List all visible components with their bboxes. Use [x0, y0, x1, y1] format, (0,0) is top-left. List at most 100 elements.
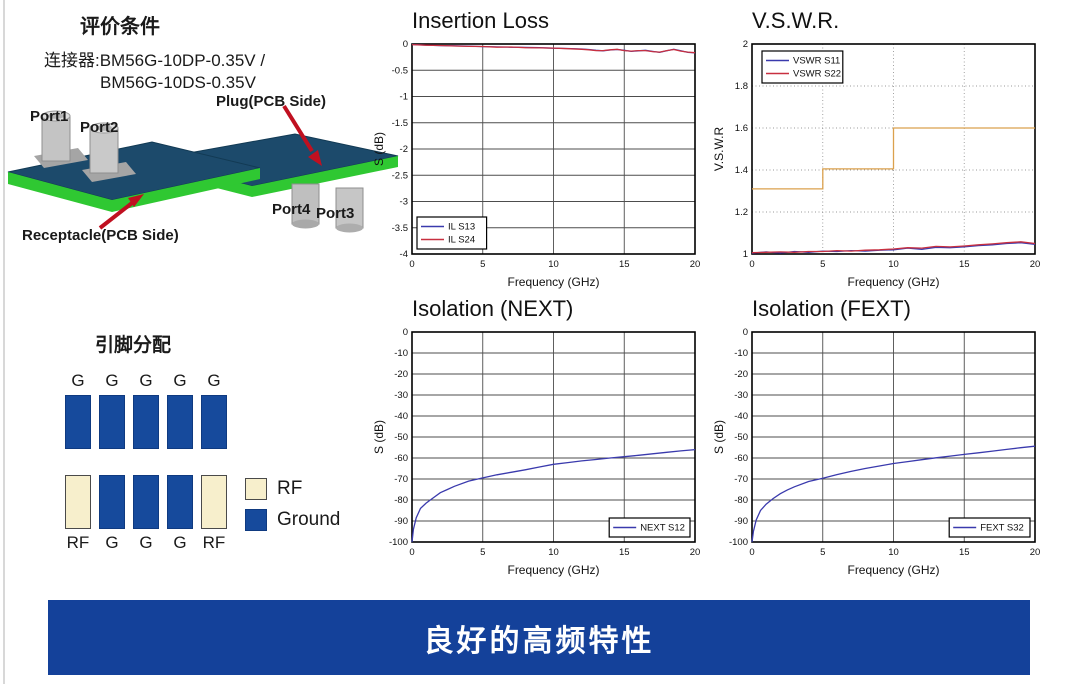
svg-text:0: 0	[409, 547, 414, 558]
pin-assignment-title: 引脚分配	[95, 335, 172, 356]
port4-connector	[291, 183, 320, 225]
svg-text:Frequency (GHz): Frequency (GHz)	[847, 563, 939, 577]
pin-legend-rf: RF	[245, 478, 340, 500]
svg-text:-40: -40	[734, 411, 748, 422]
ground-legend-label: Ground	[277, 509, 341, 530]
svg-text:5: 5	[480, 259, 485, 270]
pin-column: G	[99, 371, 125, 449]
svg-text:-50: -50	[394, 432, 408, 443]
vswr-chart: V.S.W.R. 0 5 10 15 20 1 1.2 1.4 1.6 1.8 2 Frequency…	[712, 8, 1042, 294]
isolation-next-title: Isolation (NEXT)	[412, 296, 574, 321]
pin-column: G	[167, 371, 193, 449]
svg-text:-90: -90	[394, 516, 408, 527]
svg-text:15: 15	[959, 547, 970, 558]
svg-text:10: 10	[888, 547, 899, 558]
port3-connector-bottom	[336, 223, 363, 233]
svg-text:1.8: 1.8	[735, 81, 748, 92]
svg-text:-20: -20	[394, 369, 408, 380]
port1-connector-ring	[48, 113, 64, 119]
pin-label: RF	[202, 533, 226, 552]
connector-model-line2: BM56G-10DS-0.35V	[100, 73, 256, 92]
svg-text:2: 2	[743, 39, 748, 50]
pin-column: G	[133, 371, 159, 449]
isolation-fext-chart: Isolation (FEXT) 0 5 10 15 20 0 -10 -20 -30 -40 -5…	[712, 296, 1042, 582]
pin-rf	[201, 475, 227, 529]
svg-text:15: 15	[959, 259, 970, 270]
svg-text:FEXT S32: FEXT S32	[980, 523, 1024, 534]
pin-g	[133, 395, 159, 449]
svg-text:-70: -70	[394, 474, 408, 485]
svg-text:-40: -40	[394, 411, 408, 422]
svg-text:5: 5	[480, 547, 485, 558]
pin-legend: RF Ground	[245, 478, 340, 540]
svg-text:1.4: 1.4	[735, 165, 748, 176]
svg-text:-2.5: -2.5	[392, 170, 408, 181]
svg-text:15: 15	[619, 259, 630, 270]
svg-text:VSWR S22: VSWR S22	[793, 69, 841, 80]
pin-label: G	[207, 371, 221, 390]
svg-text:V.S.W.R: V.S.W.R	[712, 127, 726, 172]
svg-text:1: 1	[743, 249, 748, 260]
svg-text:-70: -70	[734, 474, 748, 485]
svg-text:Frequency (GHz): Frequency (GHz)	[847, 275, 939, 289]
pin-assignment: 引脚分配 G G G G G RF G G G RF RF Ground	[45, 330, 375, 553]
svg-text:1.6: 1.6	[735, 123, 748, 134]
pin-g	[167, 395, 193, 449]
pin-column: RF	[65, 475, 91, 553]
svg-text:5: 5	[820, 547, 825, 558]
svg-text:-3: -3	[400, 197, 408, 208]
pin-label: G	[105, 533, 119, 552]
plug-label: Plug(PCB Side)	[216, 93, 327, 110]
pin-column: G	[65, 371, 91, 449]
insertion-loss-plot: 0 5 10 15 20 0 -0.5 -1 -1.5 -2 -2.5 -3 -3.5 -4 Frequen…	[372, 39, 700, 289]
vswr-plot: 0 5 10 15 20 1 1.2 1.4 1.6 1.8 2 Frequency (GHz) V.S…	[712, 39, 1041, 289]
svg-text:0: 0	[743, 327, 748, 338]
isolation-next-chart: Isolation (NEXT) 0 5 10 15 20 0 -10 -20 -30 -40 -5…	[372, 296, 702, 582]
svg-text:IL S13: IL S13	[448, 222, 475, 233]
pin-label: G	[139, 371, 153, 390]
svg-text:-1.5: -1.5	[392, 118, 408, 129]
svg-text:NEXT S12: NEXT S12	[640, 523, 685, 534]
pin-column: G	[167, 475, 193, 553]
rf-legend-label: RF	[277, 478, 303, 499]
svg-text:20: 20	[1030, 259, 1041, 270]
svg-text:15: 15	[619, 547, 630, 558]
svg-text:S (dB): S (dB)	[372, 132, 386, 166]
svg-text:10: 10	[548, 547, 559, 558]
svg-text:-3.5: -3.5	[392, 223, 408, 234]
port2-label: Port2	[80, 119, 119, 136]
plug-arrow-head	[308, 150, 322, 166]
svg-text:-80: -80	[394, 495, 408, 506]
conditions-title: 评价条件	[80, 16, 160, 38]
svg-text:Frequency (GHz): Frequency (GHz)	[507, 563, 599, 577]
svg-text:-10: -10	[394, 348, 408, 359]
pin-label: G	[173, 533, 187, 552]
pin-row-bottom: RF G G G RF	[65, 475, 375, 553]
port1-label: Port1	[30, 108, 69, 125]
pin-column: G	[201, 371, 227, 449]
pin-g	[167, 475, 193, 529]
port3-connector	[335, 187, 364, 229]
isolation-fext-plot: 0 5 10 15 20 0 -10 -20 -30 -40 -50 -60 -70 -80 -90 -100…	[712, 327, 1041, 577]
ground-swatch	[245, 509, 267, 531]
receptacle-arrow-head	[128, 194, 144, 207]
port2-connector	[89, 127, 119, 174]
pin-label: G	[71, 371, 85, 390]
plug-arrow	[282, 104, 314, 153]
pin-column: RF	[201, 475, 227, 553]
insertion-loss-chart: Insertion Loss 0 5 10 15 20 0 -0.5 -1 -1.5 -2 -2.5…	[372, 8, 702, 294]
pin-g	[99, 395, 125, 449]
svg-text:-20: -20	[734, 369, 748, 380]
svg-text:S (dB): S (dB)	[712, 420, 726, 454]
svg-text:-4: -4	[400, 249, 408, 260]
port4-connector-bottom	[292, 219, 319, 229]
svg-text:-100: -100	[389, 537, 408, 548]
conclusion-banner: 良好的高频特性	[48, 600, 1030, 675]
receptacle-label: Receptacle(PCB Side)	[22, 227, 179, 244]
pin-label: RF	[66, 533, 90, 552]
svg-text:20: 20	[1030, 547, 1041, 558]
pin-g	[99, 475, 125, 529]
plug-board-edge-right	[252, 156, 398, 197]
svg-text:0: 0	[749, 259, 754, 270]
